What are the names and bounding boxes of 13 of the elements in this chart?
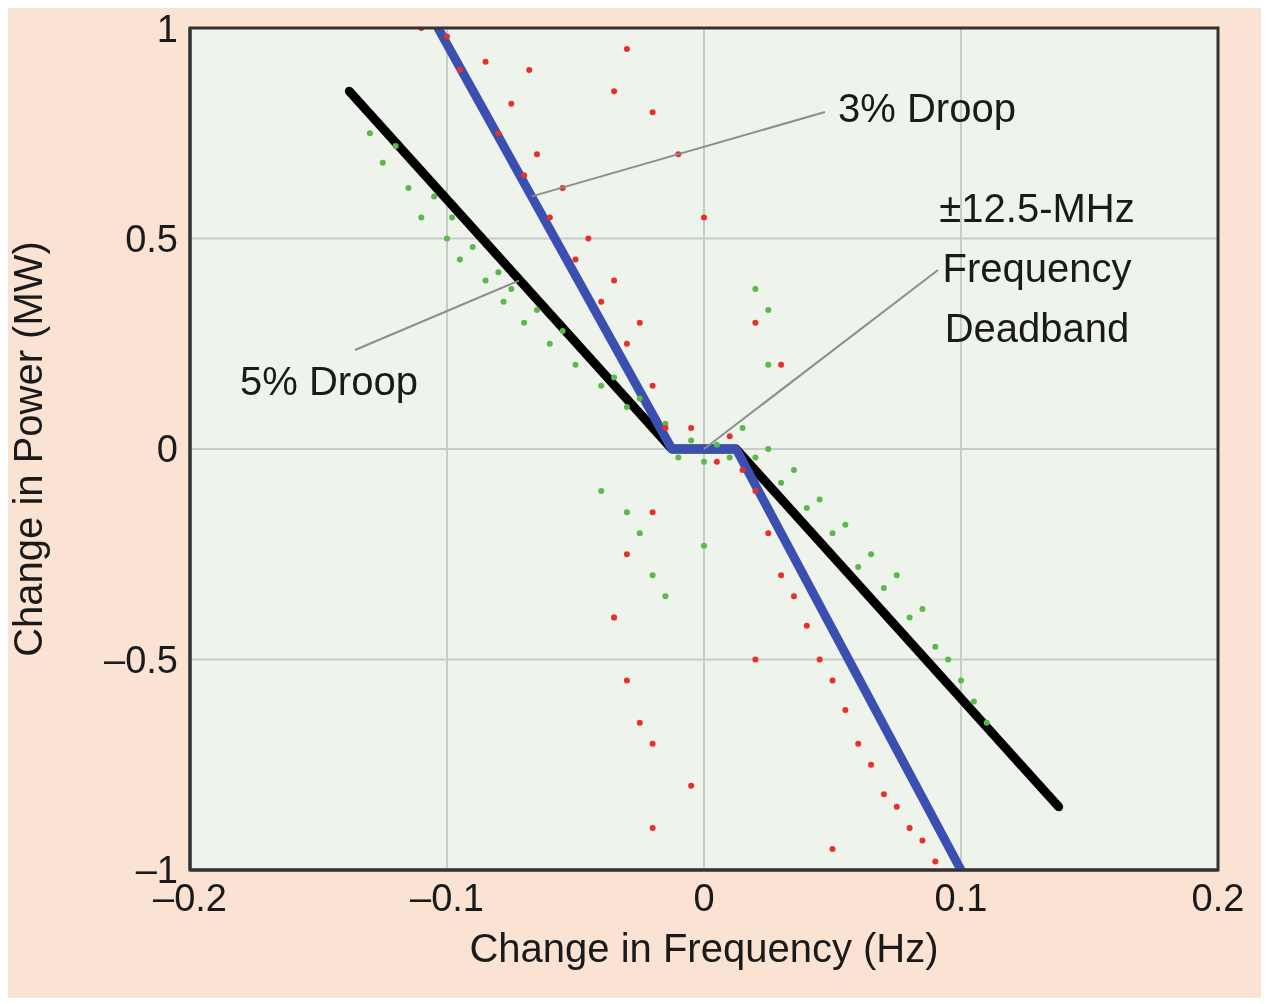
y-tick-label: –0.5 [104, 638, 178, 681]
y-axis-title: Change in Power (MW) [6, 241, 51, 657]
x-tick-label: 0 [693, 876, 715, 919]
x-axis-title: Change in Frequency (Hz) [469, 926, 939, 970]
y-tick-label: 0.5 [125, 217, 178, 260]
annotation: 5% Droop [240, 359, 418, 403]
y-tick-label: 1 [156, 7, 178, 50]
x-tick-label: –0.1 [410, 876, 484, 919]
annotation: ±12.5-MHz Frequency Deadband [939, 186, 1135, 350]
x-tick-label: 0.1 [934, 876, 988, 919]
x-tick-label: 0.2 [1191, 876, 1245, 919]
y-tick-label: 0 [156, 428, 178, 471]
annotation: 3% Droop [838, 86, 1016, 130]
